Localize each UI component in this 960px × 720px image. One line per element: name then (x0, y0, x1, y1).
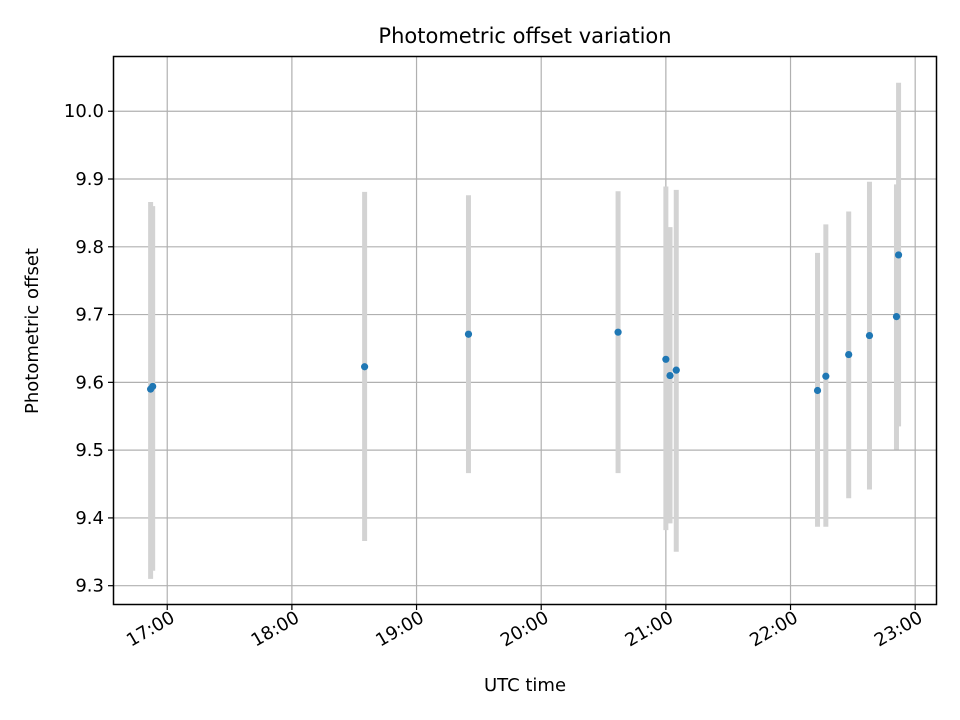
data-point (614, 328, 622, 336)
y-axis-title: Photometric offset (22, 248, 43, 414)
y-tick-label: 9.4 (75, 508, 104, 529)
plot-area-frame (112, 55, 938, 606)
data-point (672, 366, 680, 374)
data-points (147, 251, 903, 395)
data-point (662, 355, 670, 363)
y-tick-label: 9.5 (75, 440, 104, 461)
y-tick-label: 9.9 (75, 169, 104, 190)
y-tick-label: 9.7 (75, 305, 104, 326)
y-tick-label: 9.6 (75, 372, 104, 393)
x-axis-title: UTC time (484, 675, 566, 696)
data-point (666, 371, 674, 380)
data-point (892, 313, 901, 321)
y-tick-label: 10.0 (64, 101, 104, 122)
chart-title: Photometric offset variation (378, 24, 671, 48)
data-point (822, 372, 830, 380)
grid (114, 57, 936, 604)
data-point (894, 251, 903, 259)
y-axis-ticks: 9.3 9.4 9.5 9.6 9.7 9.8 9.9 10.0 (64, 101, 114, 597)
data-point (813, 386, 822, 395)
data-point (845, 350, 853, 359)
data-point (149, 382, 157, 391)
data-point (361, 363, 369, 371)
y-tick-label: 9.8 (75, 237, 104, 258)
data-point (865, 331, 874, 340)
data-point (464, 330, 473, 338)
y-tick-label: 9.3 (75, 576, 104, 597)
